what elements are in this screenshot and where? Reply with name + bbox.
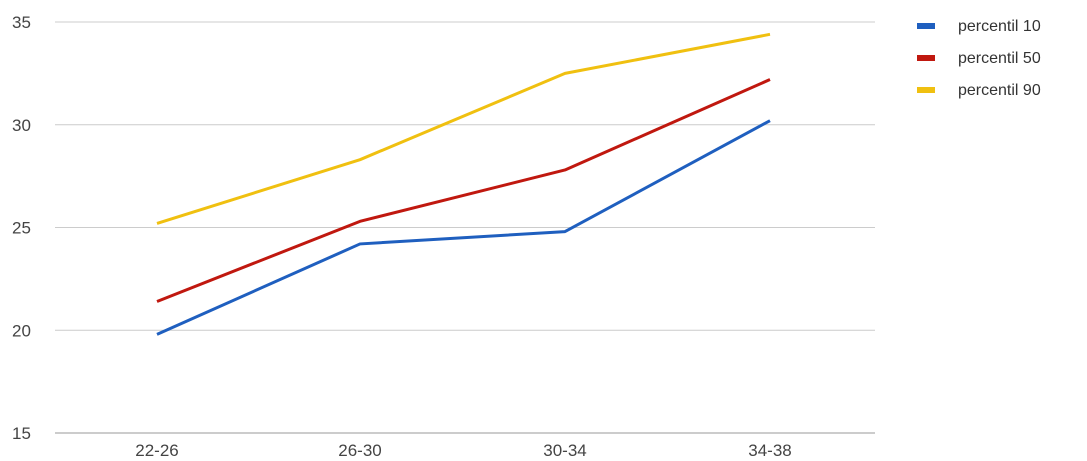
legend-swatch (917, 23, 935, 29)
legend-label: percentil 10 (958, 18, 1041, 35)
legend-item: percentil 10 (917, 18, 1041, 35)
series-line-1 (156, 119, 771, 336)
x-tick-label: 34-38 (748, 441, 791, 460)
x-axis-ticks: 22-26 26-30 30-34 34-38 (135, 441, 791, 460)
legend-label: percentil 90 (958, 82, 1041, 99)
y-axis-ticks: 15 20 25 30 35 (12, 13, 31, 443)
series-line-2 (156, 78, 771, 303)
y-tick-label: 35 (12, 13, 31, 32)
y-tick-label: 15 (12, 424, 31, 443)
legend-item: percentil 50 (917, 50, 1041, 67)
legend: percentil 10 percentil 50 percentil 90 (917, 18, 1041, 99)
gridlines (55, 21, 875, 434)
y-tick-label: 30 (12, 116, 31, 135)
y-tick-label: 25 (12, 219, 31, 238)
series-line-3 (156, 32, 771, 225)
x-tick-label: 22-26 (135, 441, 178, 460)
legend-swatch (917, 55, 935, 61)
legend-item: percentil 90 (917, 82, 1041, 99)
legend-label: percentil 50 (958, 50, 1041, 67)
x-tick-label: 26-30 (338, 441, 381, 460)
series-lines (156, 32, 771, 336)
x-tick-label: 30-34 (543, 441, 586, 460)
y-tick-label: 20 (12, 321, 31, 340)
legend-swatch (917, 87, 935, 93)
